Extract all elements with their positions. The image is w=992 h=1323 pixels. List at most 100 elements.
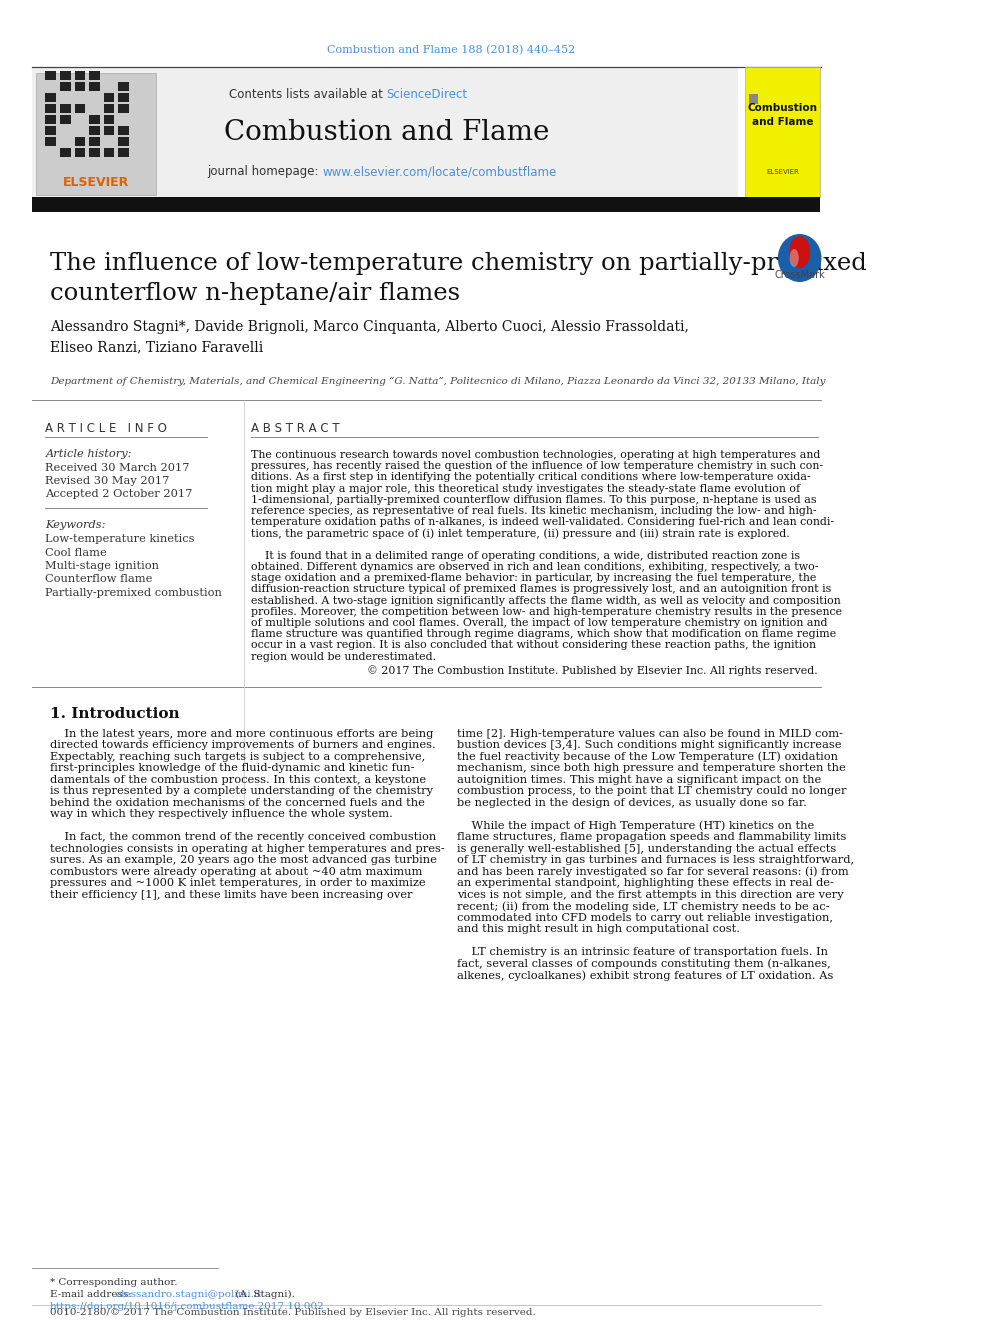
Text: pressures, has recently raised the question of the influence of low temperature : pressures, has recently raised the quest… (251, 462, 823, 471)
Text: Revised 30 May 2017: Revised 30 May 2017 (46, 476, 170, 486)
Bar (118, 126, 129, 135)
Text: established. A two-stage ignition significantly affects the flame width, as well: established. A two-stage ignition signif… (251, 595, 840, 606)
Bar (89, 115, 100, 124)
Ellipse shape (790, 249, 799, 267)
Text: ditions. As a first step in identifying the potentially critical conditions wher: ditions. As a first step in identifying … (251, 472, 810, 483)
Text: of multiple solutions and cool flames. Overall, the impact of low temperature ch: of multiple solutions and cool flames. O… (251, 618, 827, 628)
Bar (118, 105, 129, 112)
Text: It is found that in a delimited range of operating conditions, a wide, distribut: It is found that in a delimited range of… (251, 550, 800, 561)
Text: pressures and ~1000 K inlet temperatures, in order to maximize: pressures and ~1000 K inlet temperatures… (50, 878, 426, 888)
Text: behind the oxidation mechanisms of the concerned fuels and the: behind the oxidation mechanisms of the c… (50, 798, 425, 808)
Text: Combustion and Flame: Combustion and Flame (223, 119, 549, 147)
Text: * Corresponding author.: * Corresponding author. (50, 1278, 178, 1287)
Text: tion might play a major role, this theoretical study investigates the steady-sta: tion might play a major role, this theor… (251, 484, 800, 493)
Bar (89, 138, 100, 146)
Text: 1. Introduction: 1. Introduction (50, 706, 180, 721)
Text: and has been rarely investigated so far for several reasons: (i) from: and has been rarely investigated so far … (457, 867, 849, 877)
Text: way in which they respectively influence the whole system.: way in which they respectively influence… (50, 810, 393, 819)
Bar (89, 71, 100, 79)
Text: diffusion-reaction structure typical of premixed flames is progressively lost, a: diffusion-reaction structure typical of … (251, 585, 831, 594)
Bar (60, 148, 70, 157)
Bar (74, 105, 85, 112)
Bar (749, 94, 758, 105)
Text: Expectably, reaching such targets is subject to a comprehensive,: Expectably, reaching such targets is sub… (50, 751, 426, 762)
Text: bustion devices [3,4]. Such conditions might significantly increase: bustion devices [3,4]. Such conditions m… (457, 741, 841, 750)
Text: alessandro.stagni@polimi.it: alessandro.stagni@polimi.it (115, 1290, 262, 1299)
Text: directed towards efficiency improvements of burners and engines.: directed towards efficiency improvements… (50, 741, 435, 750)
Text: Department of Chemistry, Materials, and Chemical Engineering “G. Natta”, Politec: Department of Chemistry, Materials, and … (50, 377, 825, 386)
Bar (118, 148, 129, 157)
Text: Combustion
and Flame: Combustion and Flame (747, 103, 817, 127)
Text: combustion process, to the point that LT chemistry could no longer: combustion process, to the point that LT… (457, 786, 846, 796)
Text: Eliseo Ranzi, Tiziano Faravelli: Eliseo Ranzi, Tiziano Faravelli (50, 340, 263, 355)
Text: A R T I C L E   I N F O: A R T I C L E I N F O (46, 422, 168, 435)
Text: Counterflow flame: Counterflow flame (46, 574, 153, 585)
Text: Alessandro Stagni*, Davide Brignoli, Marco Cinquanta, Alberto Cuoci, Alessio Fra: Alessandro Stagni*, Davide Brignoli, Mar… (50, 320, 688, 333)
Text: mechanism, since both high pressure and temperature shorten the: mechanism, since both high pressure and … (457, 763, 846, 774)
Text: an experimental standpoint, highlighting these effects in real de-: an experimental standpoint, highlighting… (457, 878, 834, 888)
Text: and this might result in high computational cost.: and this might result in high computatio… (457, 925, 740, 934)
Text: alkenes, cycloalkanes) exhibit strong features of LT oxidation. As: alkenes, cycloalkanes) exhibit strong fe… (457, 970, 833, 980)
Text: © 2017 The Combustion Institute. Published by Elsevier Inc. All rights reserved.: © 2017 The Combustion Institute. Publish… (367, 664, 817, 676)
Text: stage oxidation and a premixed-flame behavior: in particular, by increasing the : stage oxidation and a premixed-flame beh… (251, 573, 816, 583)
Bar (103, 126, 114, 135)
Text: Article history:: Article history: (46, 448, 132, 459)
Text: Multi-stage ignition: Multi-stage ignition (46, 561, 160, 572)
Bar (118, 93, 129, 102)
Text: fact, several classes of compounds constituting them (n-alkanes,: fact, several classes of compounds const… (457, 959, 831, 970)
Text: obtained. Different dynamics are observed in rich and lean conditions, exhibitin: obtained. Different dynamics are observe… (251, 562, 818, 572)
Bar (89, 148, 100, 157)
Text: ScienceDirect: ScienceDirect (386, 89, 467, 102)
Text: Cool flame: Cool flame (46, 548, 107, 557)
Text: vices is not simple, and the first attempts in this direction are very: vices is not simple, and the first attem… (457, 890, 844, 900)
Text: While the impact of High Temperature (HT) kinetics on the: While the impact of High Temperature (HT… (457, 820, 814, 831)
Text: flame structures, flame propagation speeds and flammability limits: flame structures, flame propagation spee… (457, 832, 846, 843)
Bar (46, 105, 57, 112)
Bar (103, 105, 114, 112)
Bar (60, 105, 70, 112)
Bar (46, 93, 57, 102)
Text: journal homepage:: journal homepage: (207, 165, 322, 179)
Text: region would be underestimated.: region would be underestimated. (251, 652, 435, 662)
Text: The influence of low-temperature chemistry on partially-premixed: The influence of low-temperature chemist… (50, 251, 867, 275)
Text: Partially-premixed combustion: Partially-premixed combustion (46, 587, 222, 598)
Text: Combustion and Flame 188 (2018) 440–452: Combustion and Flame 188 (2018) 440–452 (326, 45, 574, 56)
Ellipse shape (790, 235, 810, 269)
Bar (118, 138, 129, 146)
Bar (46, 138, 57, 146)
Text: commodated into CFD models to carry out reliable investigation,: commodated into CFD models to carry out … (457, 913, 833, 923)
Bar (74, 138, 85, 146)
Text: A B S T R A C T: A B S T R A C T (251, 422, 339, 435)
Bar (103, 115, 114, 124)
Text: LT chemistry is an intrinsic feature of transportation fuels. In: LT chemistry is an intrinsic feature of … (457, 947, 828, 958)
Bar (103, 93, 114, 102)
Text: counterflow n-heptane/air flames: counterflow n-heptane/air flames (50, 282, 460, 306)
Text: CrossMark: CrossMark (775, 270, 825, 280)
Text: In the latest years, more and more continuous efforts are being: In the latest years, more and more conti… (50, 729, 434, 738)
Text: 0010-2180/© 2017 The Combustion Institute. Published by Elsevier Inc. All rights: 0010-2180/© 2017 The Combustion Institut… (50, 1308, 536, 1316)
Text: of LT chemistry in gas turbines and furnaces is less straightforward,: of LT chemistry in gas turbines and furn… (457, 855, 854, 865)
Text: 1-dimensional, partially-premixed counterflow diffusion flames. To this purpose,: 1-dimensional, partially-premixed counte… (251, 495, 816, 505)
Bar (46, 71, 57, 79)
Bar (745, 67, 819, 197)
Text: Accepted 2 October 2017: Accepted 2 October 2017 (46, 490, 192, 499)
Bar (89, 82, 100, 91)
Text: is thus represented by a complete understanding of the chemistry: is thus represented by a complete unders… (50, 786, 433, 796)
Text: Received 30 March 2017: Received 30 March 2017 (46, 463, 189, 474)
Text: www.elsevier.com/locate/combustflame: www.elsevier.com/locate/combustflame (322, 165, 557, 179)
Text: first-principles knowledge of the fluid-dynamic and kinetic fun-: first-principles knowledge of the fluid-… (50, 763, 415, 774)
Bar (37, 73, 157, 194)
Text: technologies consists in operating at higher temperatures and pres-: technologies consists in operating at hi… (50, 844, 444, 853)
Text: Contents lists available at: Contents lists available at (228, 89, 386, 102)
Text: damentals of the combustion process. In this context, a keystone: damentals of the combustion process. In … (50, 775, 427, 785)
Text: combustors were already operating at about ~40 atm maximum: combustors were already operating at abo… (50, 867, 423, 877)
Text: temperature oxidation paths of n-alkanes, is indeed well-validated. Considering : temperature oxidation paths of n-alkanes… (251, 517, 834, 527)
Text: the fuel reactivity because of the Low Temperature (LT) oxidation: the fuel reactivity because of the Low T… (457, 751, 838, 762)
Text: be neglected in the design of devices, as usually done so far.: be neglected in the design of devices, a… (457, 798, 806, 808)
Bar (46, 126, 57, 135)
Text: Low-temperature kinetics: Low-temperature kinetics (46, 534, 195, 544)
Text: https://doi.org/10.1016/j.combustflame.2017.10.002: https://doi.org/10.1016/j.combustflame.2… (50, 1302, 324, 1311)
Text: time [2]. High-temperature values can also be found in MILD com-: time [2]. High-temperature values can al… (457, 729, 843, 738)
Bar (89, 126, 100, 135)
Text: In fact, the common trend of the recently conceived combustion: In fact, the common trend of the recentl… (50, 832, 436, 843)
